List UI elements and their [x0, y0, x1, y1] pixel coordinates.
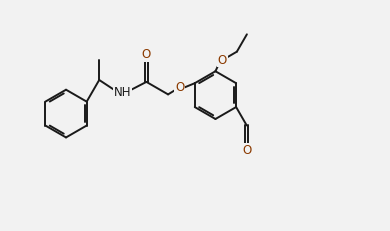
Text: NH: NH — [113, 86, 131, 99]
Text: O: O — [142, 48, 151, 61]
Text: O: O — [242, 144, 252, 157]
Text: O: O — [218, 54, 227, 67]
Text: O: O — [175, 81, 184, 94]
